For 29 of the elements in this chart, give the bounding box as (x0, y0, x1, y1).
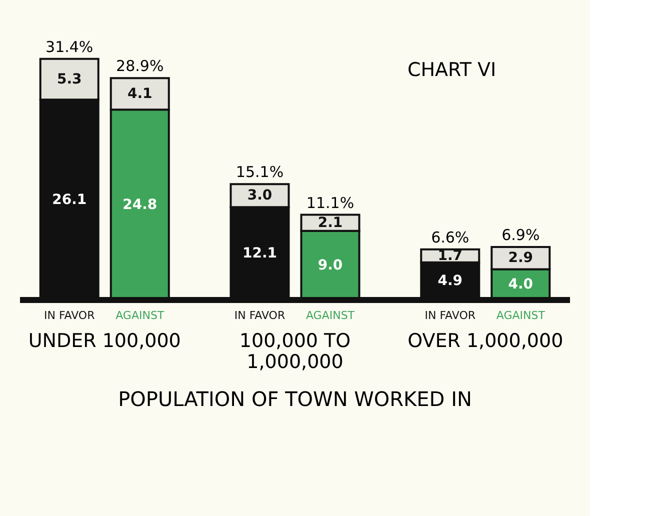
data-label: 1.7 (438, 248, 463, 264)
x-tick-label: AGAINST (496, 309, 546, 322)
text: UNDER 100,000 (28, 330, 181, 352)
total-label: 31.4% (46, 38, 94, 56)
data-label: 4.0 (508, 276, 534, 293)
chart-title: CHART VI (407, 59, 496, 81)
data-label: 4.9 (438, 273, 463, 290)
data-label: 2.1 (318, 214, 343, 231)
data-label: 2.9 (508, 250, 534, 266)
data-label: 24.8 (122, 196, 158, 213)
total-label: 28.9% (116, 57, 164, 76)
data-label: 5.3 (56, 71, 82, 88)
data-label: 3.0 (247, 188, 272, 204)
total-label: 11.1% (306, 194, 354, 212)
data-label: 26.1 (52, 192, 87, 208)
data-label: 9.0 (318, 257, 343, 274)
text: 100,000 TO 1,000,000 (239, 330, 351, 373)
x-tick-label: AGAINST (116, 309, 164, 322)
text: OVER 1,000,000 (408, 330, 564, 352)
x-tick-label: AGAINST (306, 309, 355, 322)
total-label: 6.6% (431, 228, 470, 246)
total-label: 6.9% (502, 226, 540, 244)
x-tick-label: IN FAVOR (44, 309, 96, 322)
total-label: 15.1% (236, 163, 284, 182)
data-label: 4.1 (127, 86, 152, 102)
data-label: 12.1 (242, 246, 278, 262)
x-tick-label: IN FAVOR (234, 309, 286, 322)
x-tick-label: IN FAVOR (424, 309, 476, 322)
x-axis-title: POPULATION OF TOWN WORKED IN (118, 387, 472, 411)
